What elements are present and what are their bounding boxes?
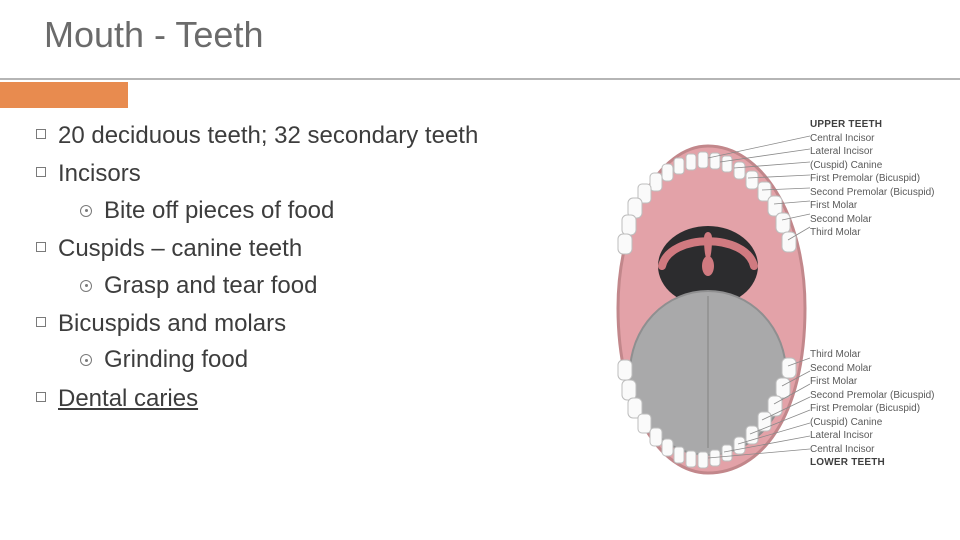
label-text: (Cuspid) Canine	[810, 160, 882, 171]
teeth-diagram: UPPER TEETH Central Incisor Lateral Inci…	[600, 118, 940, 498]
list-item: Bicuspids and molars Grinding food	[30, 308, 590, 377]
sub-list: Grasp and tear food	[78, 270, 590, 302]
label-text: Second Premolar (Bicuspid)	[810, 390, 935, 401]
title-accent	[0, 82, 128, 108]
label-text: Second Premolar (Bicuspid)	[810, 187, 935, 198]
sub-list-item: Bite off pieces of food	[78, 195, 590, 227]
bullet-list: 20 deciduous teeth; 32 secondary teeth I…	[30, 120, 590, 415]
label-text: First Premolar (Bicuspid)	[810, 403, 920, 414]
title-rule	[0, 78, 960, 80]
list-item-text: 20 deciduous teeth; 32 secondary teeth	[58, 122, 478, 149]
sub-list: Grinding food	[78, 344, 590, 376]
list-item: 20 deciduous teeth; 32 secondary teeth	[30, 120, 590, 152]
label-text: Third Molar	[810, 227, 861, 238]
dental-caries-link[interactable]: Dental caries	[58, 385, 198, 412]
list-item: Dental caries	[30, 383, 590, 415]
label-text: Central Incisor	[810, 133, 874, 144]
label-text: Lateral Incisor	[810, 146, 873, 157]
list-item-text: Bicuspids and molars	[58, 310, 286, 337]
list-item-text: Incisors	[58, 160, 141, 187]
slide: Mouth - Teeth 20 deciduous teeth; 32 sec…	[0, 0, 960, 540]
lower-labels: Third Molar Second Molar First Molar Sec…	[810, 348, 950, 470]
label-text: (Cuspid) Canine	[810, 417, 882, 428]
sub-list-item: Grinding food	[78, 344, 590, 376]
sub-list: Bite off pieces of food	[78, 195, 590, 227]
label-text: Third Molar	[810, 349, 861, 360]
label-text: First Molar	[810, 376, 857, 387]
lower-heading: LOWER TEETH	[810, 457, 885, 468]
sub-list-item: Grasp and tear food	[78, 270, 590, 302]
upper-heading: UPPER TEETH	[810, 119, 882, 130]
bullet-content: 20 deciduous teeth; 32 secondary teeth I…	[30, 120, 590, 421]
label-text: Lateral Incisor	[810, 430, 873, 441]
upper-labels: UPPER TEETH Central Incisor Lateral Inci…	[810, 118, 950, 240]
label-text: Second Molar	[810, 363, 872, 374]
list-item: Cuspids – canine teeth Grasp and tear fo…	[30, 233, 590, 302]
page-title: Mouth - Teeth	[44, 14, 263, 56]
label-text: Second Molar	[810, 214, 872, 225]
label-text: First Premolar (Bicuspid)	[810, 173, 920, 184]
label-text: First Molar	[810, 200, 857, 211]
label-text: Central Incisor	[810, 444, 874, 455]
list-item: Incisors Bite off pieces of food	[30, 158, 590, 227]
list-item-text: Cuspids – canine teeth	[58, 235, 302, 262]
